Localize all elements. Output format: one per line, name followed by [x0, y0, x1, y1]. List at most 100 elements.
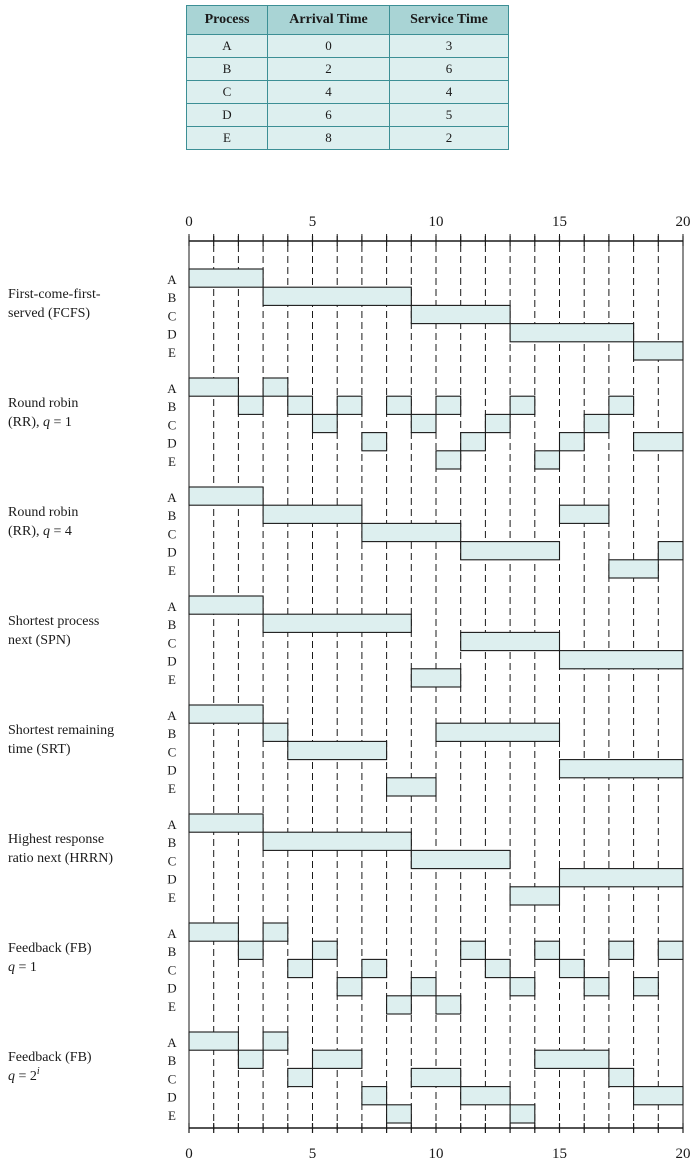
method-label-srt: time (SRT) — [8, 742, 71, 757]
bar-fb2i-A — [262, 1031, 289, 1051]
bar-fb2i-E — [386, 1104, 412, 1124]
axis-tick-label: 0 — [185, 1146, 193, 1162]
process-letter: B — [168, 508, 177, 523]
process-letter: C — [168, 744, 177, 759]
bar-spn-A — [188, 595, 264, 615]
process-letter: E — [168, 672, 176, 687]
method-label-rr4: (RR), q = 4 — [8, 524, 72, 539]
bar-fcfs-B — [262, 286, 412, 306]
axis-tick-label: 20 — [676, 214, 691, 230]
cell-arrival: 6 — [267, 103, 390, 127]
process-letter: E — [168, 781, 176, 796]
process-letter: B — [168, 835, 177, 850]
bar-rr1-B — [287, 395, 314, 415]
process-letter: E — [168, 345, 176, 360]
table-row: E 8 2 — [186, 126, 509, 150]
cell-service: 5 — [389, 103, 509, 127]
process-letter: A — [167, 272, 177, 287]
bar-fcfs-A — [188, 268, 264, 288]
bar-fb2i-B — [534, 1049, 610, 1069]
process-letter: C — [168, 853, 177, 868]
bar-rr1-B — [237, 395, 264, 415]
process-letter: C — [168, 417, 177, 432]
bar-fb1-E — [386, 995, 412, 1015]
bar-fb1-A — [262, 922, 289, 942]
bar-rr4-B — [262, 504, 363, 524]
bar-fb2i-C — [287, 1067, 314, 1088]
bar-rr1-B — [336, 395, 363, 415]
process-letter: B — [168, 399, 177, 414]
bar-fb1-D — [509, 977, 536, 997]
process-letter: D — [167, 981, 176, 996]
process-letter: C — [168, 308, 177, 323]
method-label-rr4: Round robin — [8, 505, 78, 520]
method-label-fb2i: Feedback (FB) — [8, 1050, 92, 1065]
bar-fcfs-D — [509, 323, 635, 343]
method-label-rr1: Round robin — [8, 396, 78, 411]
bar-srt-C — [287, 740, 388, 761]
bar-fb2i-C — [608, 1067, 635, 1088]
bar-spn-C — [460, 631, 561, 652]
bar-rr1-C — [484, 413, 511, 434]
process-letter: A — [167, 817, 177, 832]
bar-hrrn-E — [509, 886, 561, 906]
process-letter: A — [167, 490, 177, 505]
bar-fb2i-D — [633, 1086, 684, 1106]
table-row: B 2 6 — [186, 57, 509, 81]
process-letter: E — [168, 999, 176, 1014]
process-letter: D — [167, 763, 176, 778]
process-letter: A — [167, 1035, 177, 1050]
bar-fb1-D — [336, 977, 363, 997]
axis-tick-label: 5 — [309, 1146, 317, 1162]
bar-fb2i-E — [509, 1104, 536, 1124]
bar-rr1-C — [583, 413, 610, 434]
method-label-fb1: Feedback (FB) — [8, 941, 92, 956]
bar-fb2i-D — [460, 1086, 511, 1106]
bar-fb1-D — [633, 977, 659, 997]
bar-rr4-E — [608, 559, 659, 579]
axis-tick-label: 20 — [676, 1146, 691, 1162]
method-label-rr1: (RR), q = 1 — [8, 415, 72, 430]
bar-fb1-B — [460, 940, 486, 960]
bar-fb1-D — [583, 977, 610, 997]
bar-fb1-D — [410, 977, 437, 997]
bar-rr1-C — [311, 413, 338, 434]
process-letter: D — [167, 872, 176, 887]
cell-arrival: 0 — [267, 34, 390, 58]
bar-rr1-D — [633, 432, 684, 452]
process-letter: E — [168, 1108, 176, 1123]
process-letter: C — [168, 526, 177, 541]
cell-arrival: 4 — [267, 80, 390, 104]
bar-rr4-B — [558, 504, 610, 524]
process-table-header-row: Process Arrival Time Service Time — [186, 5, 509, 35]
bar-spn-E — [410, 668, 462, 688]
bar-srt-B — [262, 722, 289, 742]
cell-service: 3 — [389, 34, 509, 58]
cell-process: D — [186, 103, 268, 127]
bar-fb1-B — [237, 940, 264, 960]
method-label-hrrn: ratio next (HRRN) — [8, 851, 113, 866]
cell-service: 2 — [389, 126, 509, 150]
cell-arrival: 2 — [267, 57, 390, 81]
bar-hrrn-B — [262, 831, 412, 851]
bar-fcfs-E — [633, 341, 684, 361]
cell-process: A — [186, 34, 268, 58]
process-letter: B — [168, 944, 177, 959]
table-row: A 0 3 — [186, 34, 509, 58]
bar-fb1-B — [534, 940, 561, 960]
method-label-spn: next (SPN) — [8, 633, 71, 648]
bar-rr1-C — [410, 413, 437, 434]
bar-srt-A — [188, 704, 264, 724]
cell-process: E — [186, 126, 268, 150]
method-label-fb1: q = 1 — [8, 960, 37, 975]
process-letter: C — [168, 962, 177, 977]
table-row: D 6 5 — [186, 103, 509, 127]
process-letter: B — [168, 617, 177, 632]
bar-rr1-B — [386, 395, 412, 415]
process-letter: D — [167, 545, 176, 560]
process-letter: B — [168, 290, 177, 305]
method-label-hrrn: Highest response — [8, 832, 104, 847]
cell-process: C — [186, 80, 268, 104]
process-letter: A — [167, 381, 177, 396]
header-process: Process — [186, 5, 268, 35]
